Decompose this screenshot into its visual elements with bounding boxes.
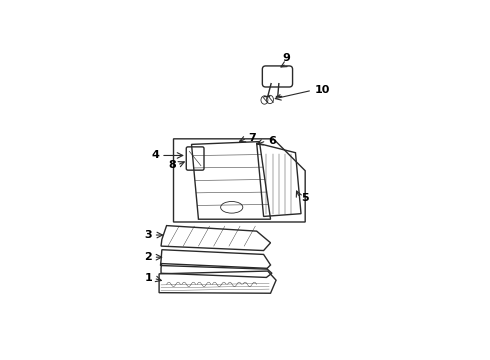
Text: 10: 10 [315,85,330,95]
Text: 1: 1 [145,273,152,283]
Text: 3: 3 [145,230,152,240]
Text: 4: 4 [152,150,160,161]
Text: 7: 7 [248,133,256,143]
Text: 2: 2 [145,252,152,262]
Text: 9: 9 [283,53,291,63]
Text: 5: 5 [301,193,309,203]
Text: 8: 8 [168,160,176,170]
Text: 6: 6 [268,136,276,146]
